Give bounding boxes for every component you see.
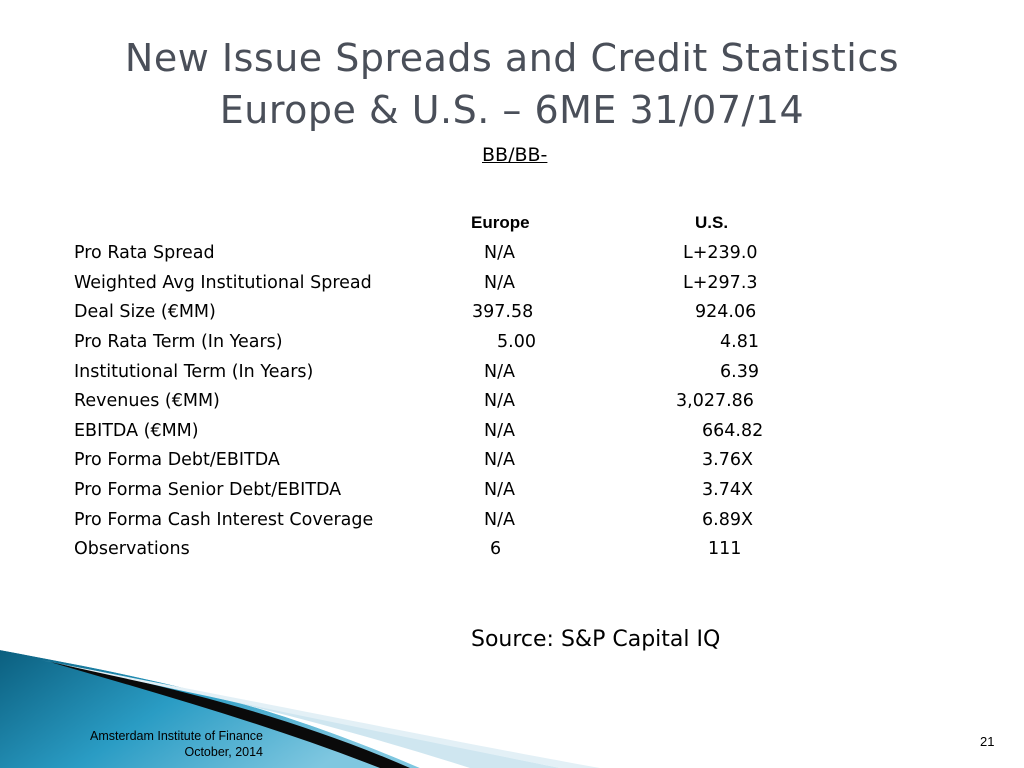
table-row: Deal Size (€MM) 397.58 924.06 (0, 302, 1024, 332)
us-value: 3.76X (702, 450, 753, 470)
row-label: Pro Forma Debt/EBITDA (74, 450, 280, 470)
column-header-us: U.S. (695, 213, 729, 232)
row-label: Pro Rata Term (In Years) (74, 332, 283, 352)
row-label: Weighted Avg Institutional Spread (74, 273, 372, 293)
us-value: 924.06 (695, 302, 757, 322)
europe-value: N/A (484, 243, 515, 263)
title-line-2: Europe & U.S. – 6ME 31/07/14 (219, 88, 805, 132)
europe-value: N/A (484, 391, 515, 411)
us-value: 3.74X (702, 480, 753, 500)
table-row: Institutional Term (In Years) N/A 6.39 (0, 362, 1024, 392)
row-label: Revenues (€MM) (74, 391, 220, 411)
us-value: 6.39 (720, 362, 759, 382)
europe-value: 6 (490, 539, 502, 559)
title-line-1: New Issue Spreads and Credit Statistics (124, 36, 900, 80)
column-header-europe: Europe (471, 213, 530, 232)
us-value: 664.82 (702, 421, 764, 441)
europe-value: 5.00 (497, 332, 536, 352)
us-value: L+239.0 (683, 243, 758, 263)
row-label: Observations (74, 539, 190, 559)
europe-value: N/A (484, 480, 515, 500)
table-row: Pro Forma Senior Debt/EBITDA N/A 3.74X (0, 480, 1024, 510)
europe-value: N/A (484, 450, 515, 470)
row-label: Pro Forma Cash Interest Coverage (74, 510, 374, 530)
row-label: Deal Size (€MM) (74, 302, 216, 322)
row-label: EBITDA (€MM) (74, 421, 199, 441)
us-value: 6.89X (702, 510, 753, 530)
source-note: Source: S&P Capital IQ (471, 627, 721, 652)
table-row: Observations 6 111 (0, 539, 1024, 569)
us-value: 3,027.86 (676, 391, 754, 411)
row-label: Pro Forma Senior Debt/EBITDA (74, 480, 342, 500)
table-row: Pro Rata Spread N/A L+239.0 (0, 243, 1024, 273)
table-row: Pro Forma Cash Interest Coverage N/A 6.8… (0, 510, 1024, 540)
us-value: 4.81 (720, 332, 759, 352)
europe-value: N/A (484, 421, 515, 441)
europe-value: N/A (484, 510, 515, 530)
slide-title: New Issue Spreads and Credit Statistics … (0, 32, 1024, 136)
rating-heading: BB/BB- (482, 144, 548, 166)
us-value: 111 (708, 539, 742, 559)
page-number: 21 (980, 734, 995, 749)
table-row: Weighted Avg Institutional Spread N/A L+… (0, 273, 1024, 303)
us-value: L+297.3 (683, 273, 758, 293)
europe-value: N/A (484, 362, 515, 382)
table-row: Pro Rata Term (In Years) 5.00 4.81 (0, 332, 1024, 362)
footer-organization: Amsterdam Institute of Finance October, … (46, 728, 263, 760)
table-row: Pro Forma Debt/EBITDA N/A 3.76X (0, 450, 1024, 480)
table-row: EBITDA (€MM) N/A 664.82 (0, 421, 1024, 451)
europe-value: 397.58 (472, 302, 534, 322)
europe-value: N/A (484, 273, 515, 293)
footer-org-name: Amsterdam Institute of Finance (90, 729, 263, 743)
footer-date: October, 2014 (184, 745, 263, 759)
table-row: Revenues (€MM) N/A 3,027.86 (0, 391, 1024, 421)
row-label: Pro Rata Spread (74, 243, 215, 263)
row-label: Institutional Term (In Years) (74, 362, 314, 382)
